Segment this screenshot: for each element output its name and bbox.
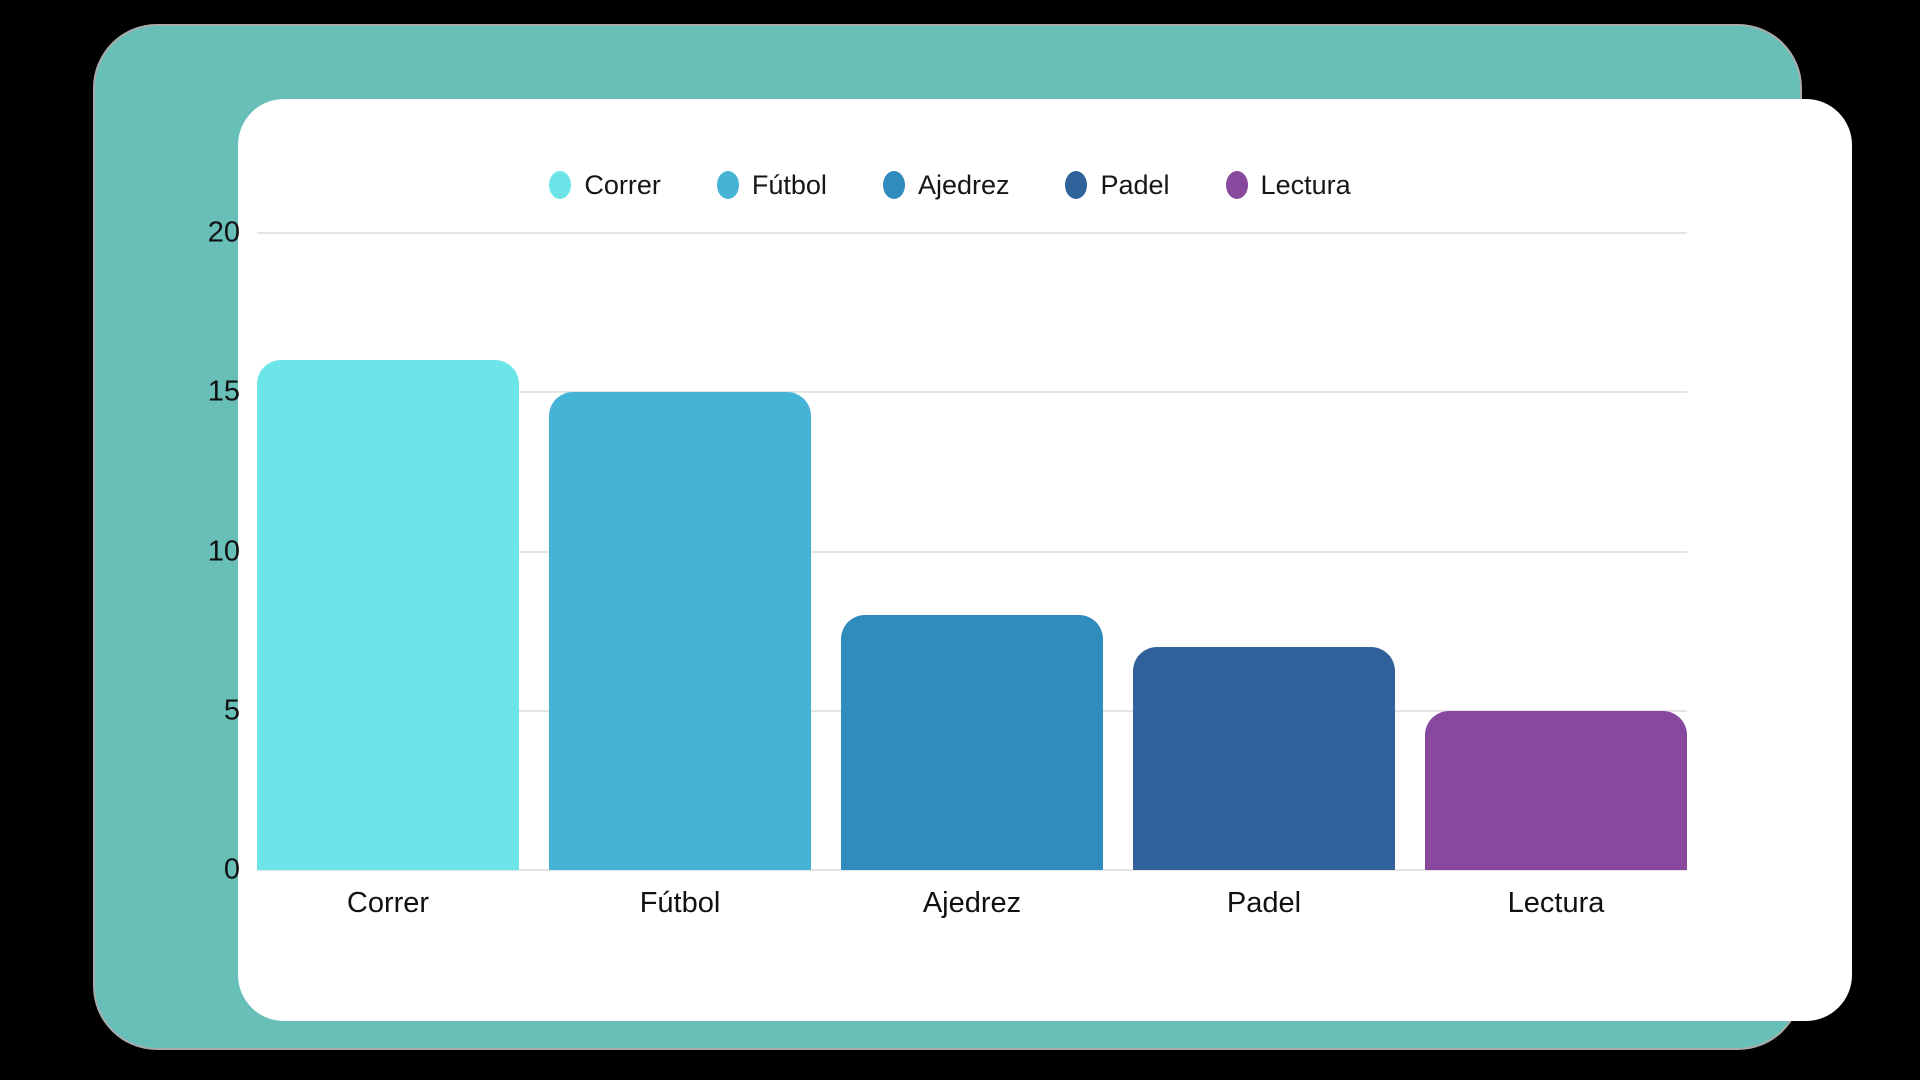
- y-axis-tick-label: 15: [207, 375, 240, 408]
- bar-fútbol: [549, 392, 811, 870]
- bar-ajedrez: [841, 615, 1103, 870]
- bar-correr: [257, 360, 519, 870]
- teal-frame: [95, 26, 1852, 1048]
- legend-item-fútbol: Fútbol: [716, 169, 827, 200]
- x-axis-label: Fútbol: [639, 887, 721, 919]
- legend-dot-icon: [716, 171, 739, 199]
- legend-label: Correr: [584, 169, 661, 200]
- gridline: [257, 391, 1687, 394]
- x-axis-label: Ajedrez: [922, 887, 1022, 919]
- bar-lectura: [1425, 710, 1687, 870]
- legend-label: Fútbol: [751, 169, 827, 200]
- y-axis-tick-label: 5: [223, 694, 240, 727]
- legend-dot-icon: [1225, 171, 1248, 199]
- y-axis-tick-label: 10: [207, 535, 240, 567]
- y-axis-tick-label: 0: [223, 853, 240, 886]
- x-axis-label: Correr: [346, 887, 430, 919]
- legend-item-correr: Correr: [549, 171, 661, 199]
- gridline: [257, 869, 1687, 871]
- gridline: [257, 550, 1687, 553]
- x-axis-label: Lectura: [1507, 887, 1605, 919]
- chart-legend: Correr Fútbol Ajedrez Padel Lectura: [143, 158, 1757, 212]
- legend-label: Ajedrez: [917, 169, 1010, 200]
- legend-item-lectura: Lectura: [1225, 169, 1351, 200]
- legend-label: Padel: [1100, 169, 1170, 200]
- legend-dot-icon: [1065, 171, 1088, 199]
- x-axis-label: Padel: [1226, 887, 1302, 919]
- legend-item-padel: Padel: [1065, 169, 1170, 200]
- gridline: [257, 232, 1687, 234]
- legend-dot-icon: [549, 171, 572, 199]
- legend-item-ajedrez: Ajedrez: [882, 169, 1010, 200]
- y-axis-tick-label: 20: [207, 216, 240, 249]
- bar-padel: [1133, 647, 1395, 870]
- legend-dot-icon: [882, 171, 905, 199]
- legend-label: Lectura: [1260, 169, 1351, 200]
